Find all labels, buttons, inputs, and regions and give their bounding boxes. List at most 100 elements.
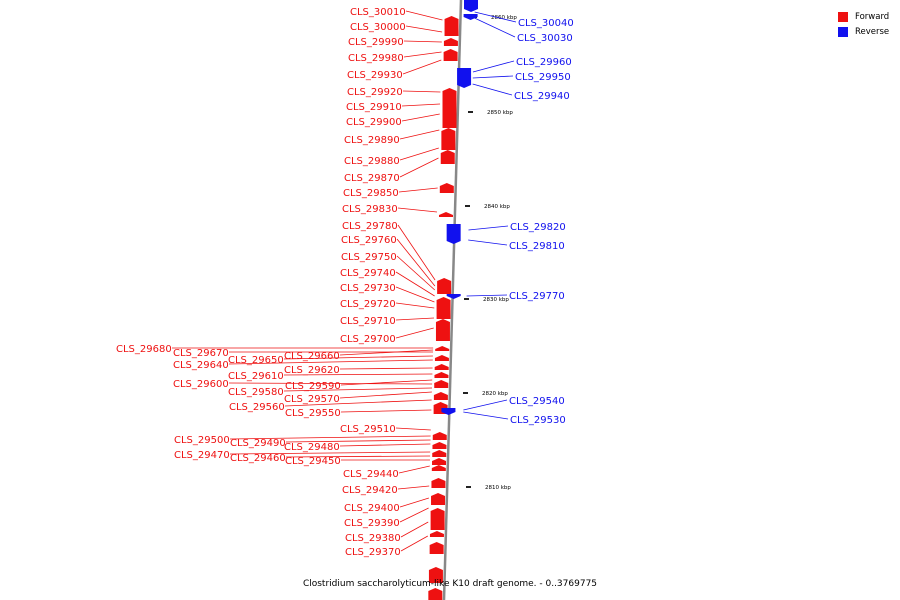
gene-label-forward: CLS_29980 (348, 53, 404, 64)
leader-line (396, 238, 436, 287)
tick-mark (466, 486, 471, 488)
chromosome-axis (442, 0, 463, 600)
gene-label-forward: CLS_30010 (350, 7, 406, 18)
leader-line (402, 90, 441, 93)
reverse-gene-block (441, 408, 456, 415)
tick-label: 2820 kbp (482, 391, 508, 397)
forward-gene-block (439, 183, 454, 193)
forward-swatch (838, 11, 848, 22)
gene-label-forward: CLS_29830 (342, 204, 398, 215)
leader-line (340, 409, 432, 413)
leader-line (468, 239, 508, 246)
leader-line (398, 465, 430, 474)
leader-line (397, 207, 438, 213)
tick-label: 2860 kbp (491, 15, 517, 21)
tick-mark (463, 392, 468, 394)
gene-label-forward: CLS_29930 (347, 70, 403, 81)
tick-label: 2810 kbp (485, 485, 511, 491)
gene-label-forward: CLS_29660 (284, 351, 340, 362)
gene-label-forward: CLS_29880 (344, 156, 400, 167)
leader-line (474, 17, 516, 38)
gene-label-forward: CLS_29460 (230, 453, 286, 464)
forward-gene-block (430, 508, 445, 530)
forward-gene-block (444, 16, 459, 36)
forward-gene-block (432, 442, 447, 449)
leader-line (397, 485, 430, 490)
leader-line (283, 373, 433, 376)
gene-label-forward: CLS_29780 (342, 221, 398, 232)
gene-label-reverse: CLS_29770 (509, 291, 565, 302)
leader-line (472, 83, 513, 96)
gene-label-forward: CLS_29580 (228, 387, 284, 398)
forward-gene-block (441, 128, 456, 150)
leader-line (339, 391, 432, 399)
forward-gene-block (432, 432, 447, 440)
forward-gene-block (438, 212, 453, 217)
leader-line (283, 355, 433, 360)
forward-gene-block (436, 297, 451, 319)
gene-label-forward: CLS_29990 (348, 37, 404, 48)
gene-label-forward: CLS_29550 (285, 408, 341, 419)
leader-line (463, 411, 509, 420)
leader-line (339, 443, 431, 447)
leader-line (395, 327, 434, 339)
gene-label-forward: CLS_29910 (346, 102, 402, 113)
gene-label-forward: CLS_30000 (350, 22, 406, 33)
gene-label-forward: CLS_29510 (340, 424, 396, 435)
leader-line (397, 224, 436, 281)
gene-label-forward: CLS_29440 (343, 469, 399, 480)
tick-label: 2830 kbp (483, 297, 509, 303)
gene-label-forward: CLS_29640 (173, 360, 229, 371)
forward-gene-block (432, 450, 447, 457)
gene-label-forward: CLS_29890 (344, 135, 400, 146)
gene-label-forward: CLS_29920 (347, 87, 403, 98)
map-caption: Clostridium saccharolyticum-like K10 dra… (302, 579, 598, 589)
gene-label-forward: CLS_29850 (343, 188, 399, 199)
forward-gene-block (428, 588, 443, 600)
leader-line (405, 10, 443, 21)
leader-line (472, 75, 514, 79)
gene-label-reverse: CLS_29940 (514, 91, 570, 102)
leader-line (229, 435, 431, 440)
reverse-swatch (838, 26, 848, 37)
leader-line (283, 387, 433, 392)
leader-line (395, 271, 435, 297)
gene-label-forward: CLS_29720 (340, 299, 396, 310)
legend: Forward Reverse (838, 9, 889, 39)
gene-label-reverse: CLS_29810 (509, 241, 565, 252)
reverse-gene-block (464, 0, 478, 12)
gene-label-forward: CLS_29420 (342, 485, 398, 496)
gene-label-forward: CLS_29670 (173, 348, 229, 359)
leader-line (468, 225, 509, 231)
gene-label-forward: CLS_29590 (285, 381, 341, 392)
gene-label-forward: CLS_29650 (228, 355, 284, 366)
gene-label-reverse: CLS_29950 (515, 72, 571, 83)
gene-label-forward: CLS_29370 (345, 547, 401, 558)
forward-gene-block (440, 150, 455, 164)
leader-line (229, 451, 431, 455)
leader-line (340, 379, 433, 386)
tick-mark (468, 111, 473, 113)
gene-label-forward: CLS_29760 (341, 235, 397, 246)
reverse-gene-block (446, 294, 461, 299)
leader-line (395, 317, 435, 321)
gene-label-forward: CLS_29730 (340, 283, 396, 294)
reverse-gene-block (457, 68, 472, 88)
forward-gene-block (431, 493, 446, 505)
forward-gene-block (435, 346, 450, 351)
leader-line (398, 187, 438, 193)
leader-line (466, 294, 508, 297)
leader-line (339, 367, 433, 370)
forward-gene-block (432, 458, 447, 465)
forward-gene-block (443, 38, 458, 46)
leader-line (405, 25, 443, 33)
tick-mark (464, 298, 469, 300)
forward-gene-block (434, 380, 449, 388)
leader-line (396, 255, 436, 291)
leader-line (403, 40, 442, 43)
gene-label-reverse: CLS_29960 (516, 57, 572, 68)
forward-gene-block (434, 355, 449, 361)
leader-line (401, 113, 440, 122)
gene-label-forward: CLS_29700 (340, 334, 396, 345)
